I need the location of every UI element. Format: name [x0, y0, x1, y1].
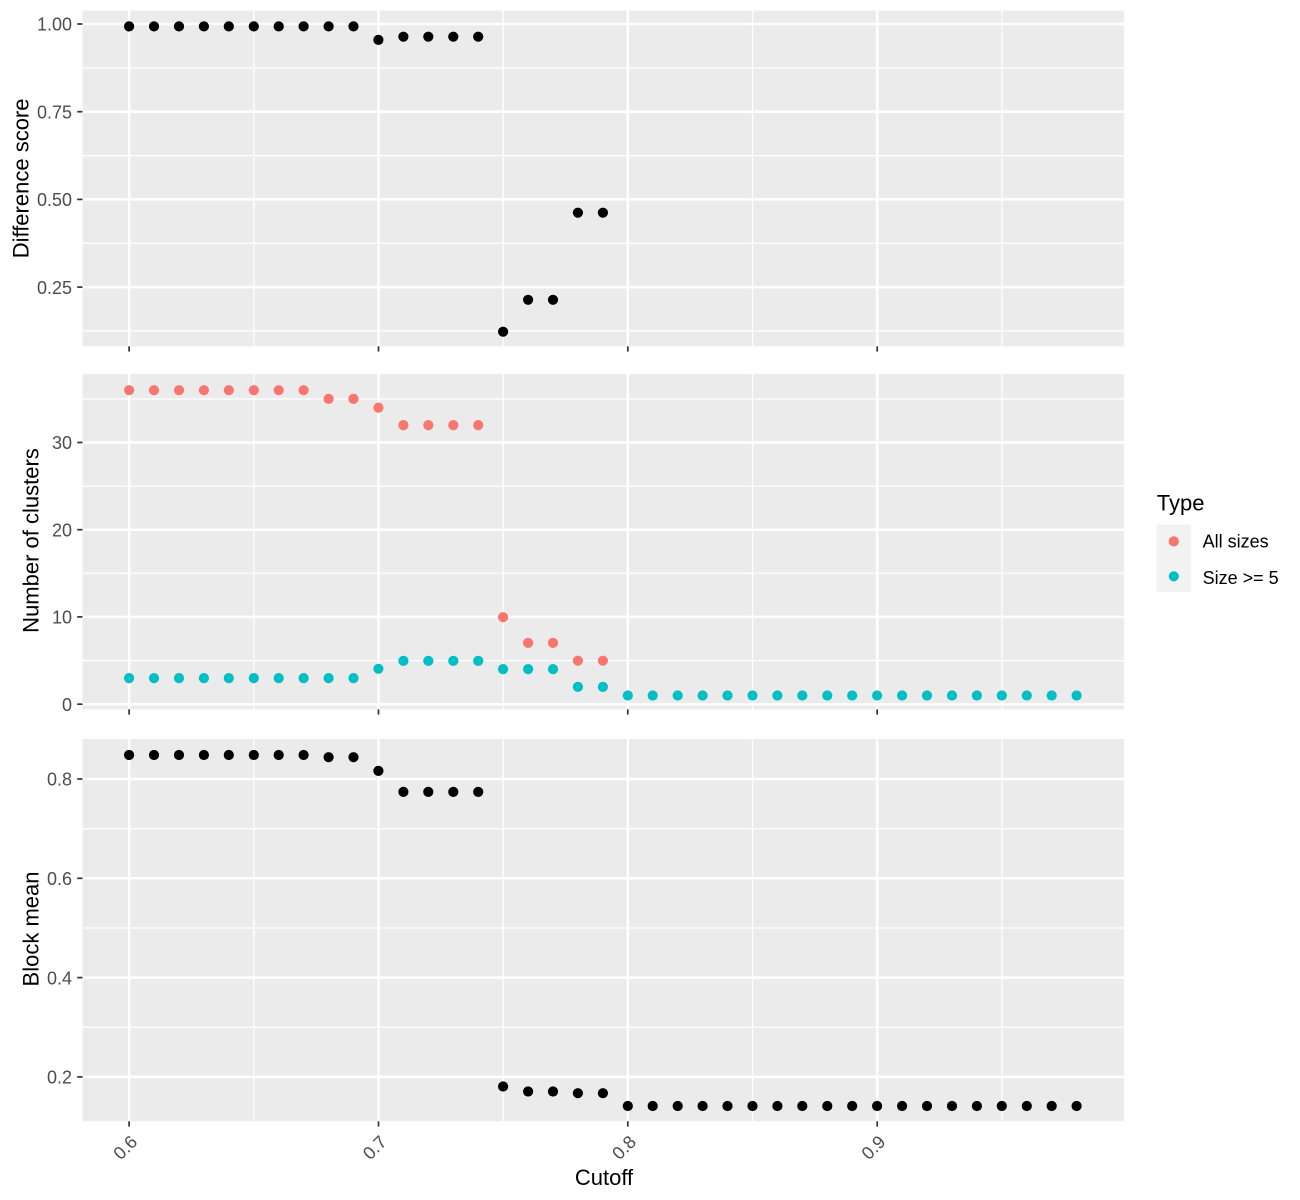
svg-text:All sizes: All sizes — [1203, 532, 1269, 552]
svg-text:0.6: 0.6 — [47, 869, 72, 889]
svg-text:0: 0 — [62, 695, 72, 715]
svg-text:20: 20 — [52, 520, 72, 540]
svg-text:Difference score: Difference score — [9, 99, 34, 259]
svg-text:Size >= 5: Size >= 5 — [1203, 568, 1279, 588]
svg-text:0.50: 0.50 — [37, 190, 72, 210]
svg-text:30: 30 — [52, 433, 72, 453]
svg-text:Block mean: Block mean — [18, 872, 43, 987]
svg-text:Type: Type — [1157, 491, 1205, 516]
svg-text:0.2: 0.2 — [47, 1068, 72, 1088]
svg-text:Number of clusters: Number of clusters — [19, 448, 44, 633]
svg-text:0.4: 0.4 — [47, 968, 72, 988]
svg-text:Cutoff: Cutoff — [575, 1165, 634, 1190]
svg-text:0.25: 0.25 — [37, 278, 72, 298]
svg-text:10: 10 — [52, 608, 72, 628]
svg-text:1.00: 1.00 — [37, 15, 72, 35]
svg-text:0.75: 0.75 — [37, 102, 72, 122]
svg-text:0.8: 0.8 — [47, 770, 72, 790]
